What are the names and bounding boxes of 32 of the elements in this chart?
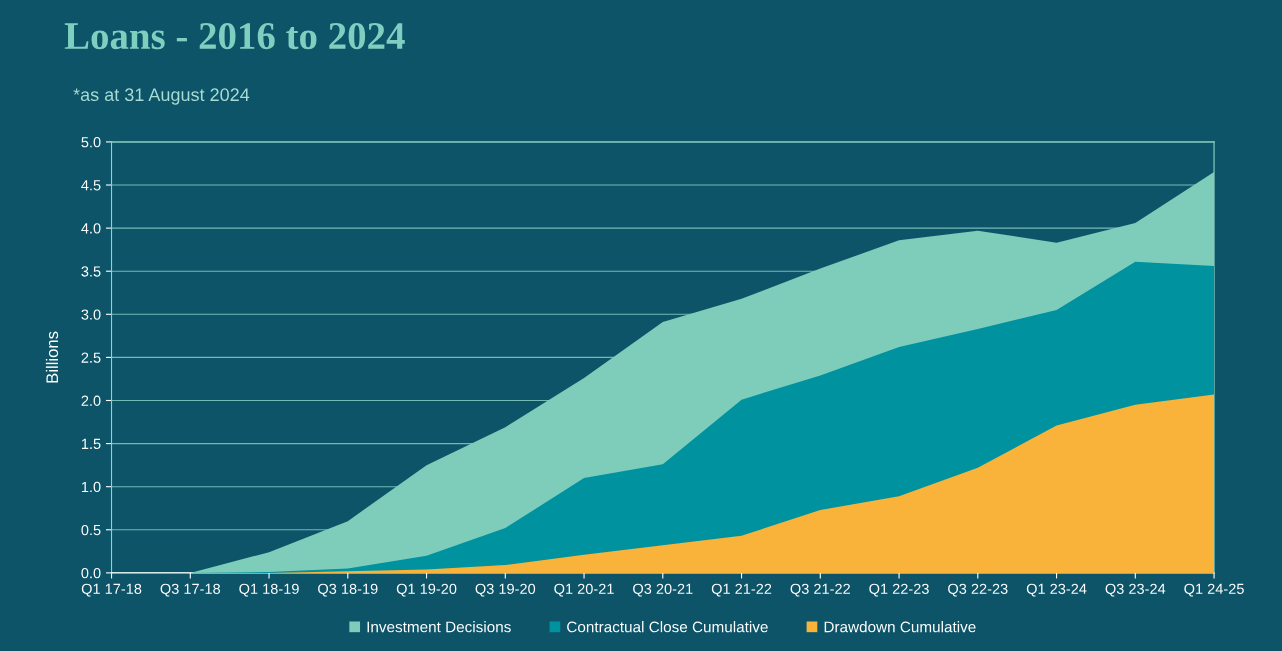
y-tick-label: 3.0	[81, 309, 101, 320]
y-tick-label: 0.5	[81, 524, 101, 536]
y-tick-label: 5.0	[81, 137, 101, 148]
chart-title: Loans - 2016 to 2024	[64, 22, 405, 50]
legend-label: Investment Decisions	[367, 621, 511, 633]
x-tick-label: Q3 19-20	[475, 583, 536, 597]
y-tick-label: 0.0	[81, 567, 101, 579]
y-tick-label: 1.5	[81, 438, 101, 450]
x-tick-label: Q1 19-20	[396, 583, 457, 597]
y-tick-label: 2.0	[81, 395, 101, 406]
y-tick-label: 4.5	[81, 180, 101, 191]
legend-label: Contractual Close Cumulative	[567, 621, 768, 633]
x-tick-label: Q1 18-19	[239, 583, 299, 597]
x-tick-label: Q1 20-21	[554, 583, 614, 597]
y-axis-title: Billions	[45, 331, 59, 383]
chart-subtitle: *as at 31 August 2024	[73, 88, 250, 105]
legend-label: Drawdown Cumulative	[824, 621, 976, 633]
x-tick-label: Q3 23-24	[1105, 583, 1166, 597]
x-tick-label: Q3 21-22	[790, 583, 850, 597]
x-tick-label: Q3 17-18	[160, 583, 221, 597]
x-tick-label: Q1 21-22	[711, 583, 772, 597]
x-tick-label: Q3 20-21	[633, 583, 693, 597]
x-tick-label: Q3 18-19	[318, 583, 378, 597]
y-tick-label: 3.5	[81, 266, 101, 277]
y-tick-label: 4.0	[81, 223, 101, 234]
x-tick-label: Q1 24-25	[1184, 583, 1244, 597]
x-tick-label: Q1 23-24	[1026, 583, 1087, 597]
x-tick-label: Q1 22-23	[869, 583, 929, 597]
y-tick-label: 2.5	[81, 352, 101, 363]
y-tick-label: 1.0	[81, 481, 101, 493]
x-tick-label: Q3 22-23	[948, 583, 1008, 597]
x-tick-label: Q1 17-18	[81, 583, 142, 597]
